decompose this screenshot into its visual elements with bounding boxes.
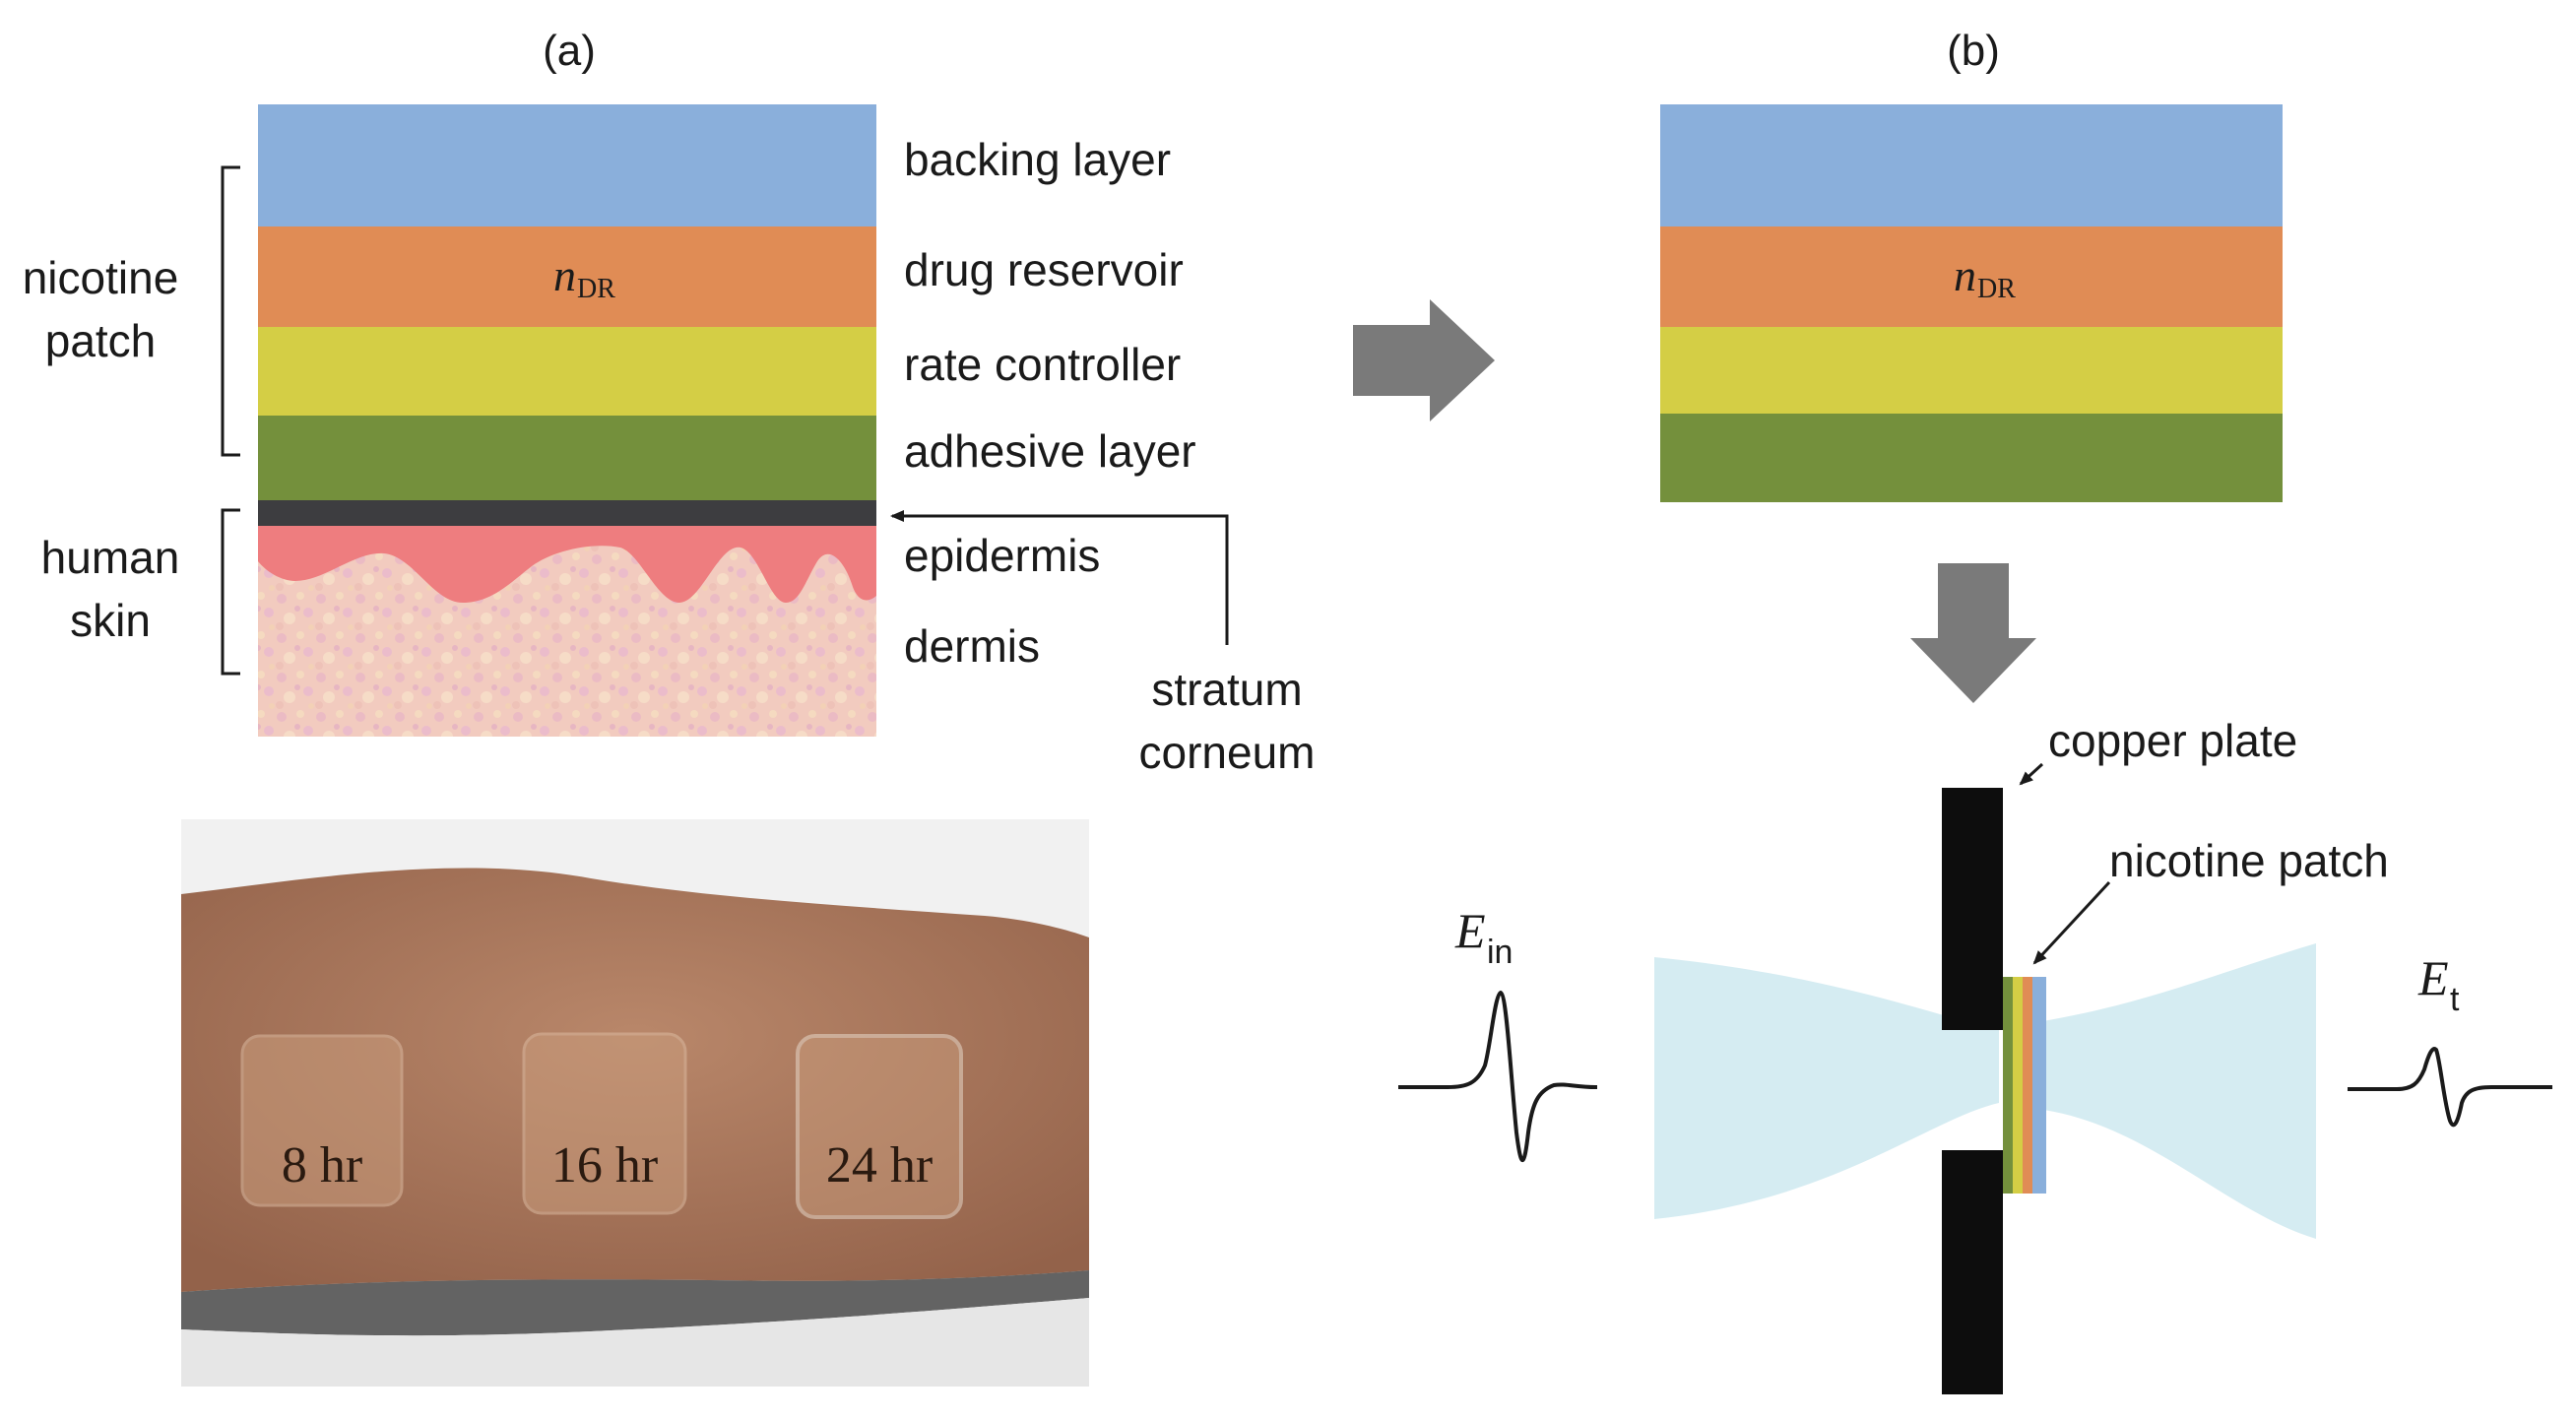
- copper-plate-top: [1942, 788, 2003, 1030]
- svg-text:t: t: [2450, 981, 2460, 1018]
- rate-controller-layer: [258, 327, 876, 416]
- adhesive-layer-label: adhesive layer: [904, 425, 1196, 477]
- nicotine-patch-sample: [2003, 977, 2046, 1194]
- svg-text:nicotine: nicotine: [23, 252, 179, 303]
- dermis-label: dermis: [904, 620, 1040, 672]
- patch-layer-stack: n DR: [258, 104, 876, 737]
- thz-beam: [1654, 957, 1999, 1219]
- right-arrow: [1353, 299, 1495, 421]
- incident-pulse: E in: [1398, 903, 1597, 1163]
- adhesive-layer: [258, 416, 876, 500]
- nicotine-patch-callout: nicotine patch: [2032, 835, 2389, 965]
- nicotine-patch-bracket: nicotine patch: [23, 165, 240, 457]
- patch-stack-b: n DR: [1660, 104, 2283, 502]
- corneum-label: corneum: [1139, 727, 1316, 778]
- svg-text:in: in: [1487, 934, 1513, 971]
- stratum-corneum-layer: [258, 500, 876, 526]
- svg-text:8 hr: 8 hr: [282, 1137, 362, 1194]
- copper-plate-label: copper plate: [2048, 715, 2297, 766]
- drug-reservoir-layer: [258, 226, 876, 327]
- human-skin-bracket: human skin: [41, 508, 240, 676]
- rate-controller-label: rate controller: [904, 339, 1181, 390]
- e-t-label: E: [2417, 950, 2449, 1005]
- svg-text:24 hr: 24 hr: [826, 1137, 933, 1194]
- copper-plate-callout: copper plate: [2019, 715, 2297, 786]
- nicotine-patch-label: nicotine patch: [2109, 835, 2389, 886]
- svg-text:n: n: [553, 250, 576, 300]
- svg-text:patch: patch: [45, 315, 157, 366]
- panel-a-label: (a): [543, 27, 596, 75]
- patch-16hr: 16 hr: [522, 1032, 687, 1215]
- transmitted-pulse: E t: [2348, 950, 2552, 1128]
- svg-text:n: n: [1954, 250, 1976, 300]
- epidermis-layer: [258, 526, 876, 603]
- svg-text:DR: DR: [577, 274, 615, 304]
- down-arrow: [1910, 563, 2036, 703]
- reservoir-symbol-b: n DR: [1954, 250, 2016, 304]
- arm-photo: 8 hr 16 hr 24 hr: [181, 819, 1089, 1387]
- e-in-label: E: [1454, 903, 1486, 958]
- thz-beam-out: [2036, 943, 2316, 1239]
- panel-b-label: (b): [1947, 27, 2000, 75]
- backing-layer: [258, 104, 876, 226]
- patch-24hr: 24 hr: [796, 1034, 963, 1219]
- epidermis-label: epidermis: [904, 530, 1100, 581]
- svg-text:DR: DR: [1977, 274, 2016, 304]
- drug-reservoir-label: drug reservoir: [904, 244, 1184, 295]
- svg-text:human: human: [41, 532, 180, 583]
- reservoir-symbol: n DR: [553, 250, 615, 304]
- backing-layer-label: backing layer: [904, 134, 1171, 185]
- svg-text:skin: skin: [70, 595, 151, 646]
- stratum-label: stratum: [1151, 664, 1302, 715]
- stratum-corneum-annotation: stratum corneum: [890, 510, 1316, 778]
- svg-text:16 hr: 16 hr: [551, 1137, 658, 1194]
- copper-plate-bottom: [1942, 1150, 2003, 1394]
- patch-8hr: 8 hr: [240, 1034, 404, 1207]
